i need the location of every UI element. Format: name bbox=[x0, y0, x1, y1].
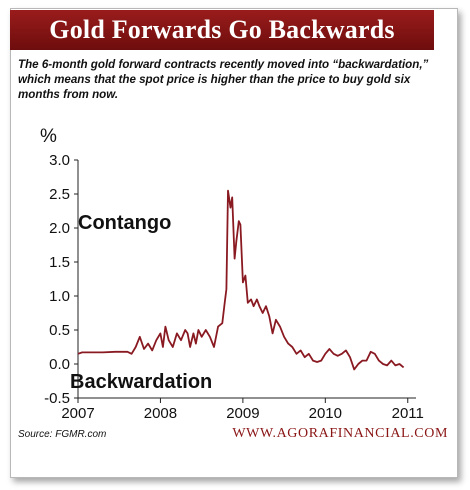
x-tick-label: 2010 bbox=[309, 405, 342, 422]
source-note: Source: FGMR.com bbox=[18, 429, 107, 440]
x-tick-label: 2009 bbox=[226, 405, 259, 422]
series-line bbox=[77, 189, 405, 371]
x-tick-label: 2011 bbox=[392, 405, 424, 422]
axes bbox=[77, 160, 416, 399]
y-axis-label: % bbox=[40, 126, 57, 147]
chart-title: Gold Forwards Go Backwards bbox=[49, 15, 395, 44]
x-tick-label: 2008 bbox=[144, 405, 177, 422]
x-tick-label: 2007 bbox=[61, 405, 94, 422]
y-tick-label: 0.5 bbox=[49, 322, 70, 339]
y-tick-label: 2.0 bbox=[49, 220, 70, 237]
annotations: Contango Backwardation bbox=[70, 212, 212, 393]
y-tick-label: 2.5 bbox=[49, 186, 70, 203]
y-tick-label: 3.0 bbox=[49, 152, 70, 169]
y-tick-label: 0.0 bbox=[49, 356, 70, 373]
chart-subtitle: The 6-month gold forward contracts recen… bbox=[18, 58, 429, 101]
y-tick-label: 1.5 bbox=[49, 254, 70, 271]
website-link[interactable]: WWW.AGORAFINANCIAL.COM bbox=[232, 426, 448, 441]
y-tick-label: -0.5 bbox=[44, 390, 70, 407]
annotation-contango: Contango bbox=[78, 212, 171, 234]
y-tick-label: 1.0 bbox=[49, 288, 70, 305]
annotation-backwardation: Backwardation bbox=[70, 371, 212, 393]
series-group bbox=[77, 189, 405, 371]
title-banner: Gold Forwards Go Backwards bbox=[10, 10, 434, 50]
